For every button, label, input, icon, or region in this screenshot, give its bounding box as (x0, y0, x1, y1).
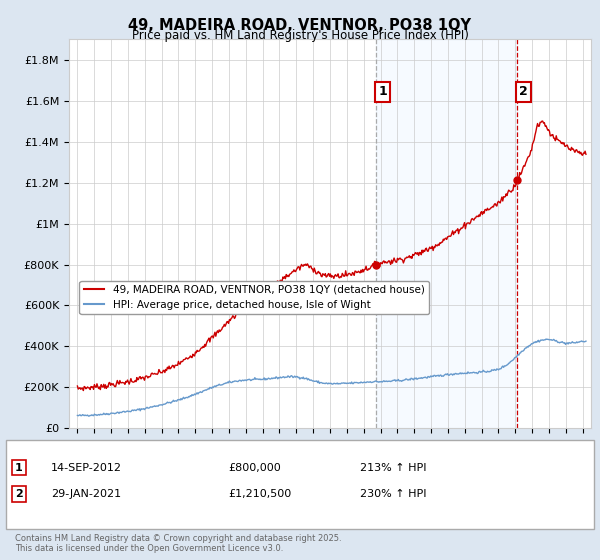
Text: 1: 1 (15, 463, 23, 473)
Text: 14-SEP-2012: 14-SEP-2012 (51, 463, 122, 473)
Text: 49, MADEIRA ROAD, VENTNOR, PO38 1QY: 49, MADEIRA ROAD, VENTNOR, PO38 1QY (128, 18, 472, 33)
Text: £1,210,500: £1,210,500 (228, 489, 291, 499)
Text: 29-JAN-2021: 29-JAN-2021 (51, 489, 121, 499)
Text: Contains HM Land Registry data © Crown copyright and database right 2025.
This d: Contains HM Land Registry data © Crown c… (15, 534, 341, 553)
Text: 230% ↑ HPI: 230% ↑ HPI (360, 489, 427, 499)
Text: 2: 2 (519, 86, 528, 99)
Text: 213% ↑ HPI: 213% ↑ HPI (360, 463, 427, 473)
Text: HPI: Average price, detached house, Isle of Wight: HPI: Average price, detached house, Isle… (52, 469, 310, 479)
Bar (376, 39, 517, 428)
Text: Price paid vs. HM Land Registry's House Price Index (HPI): Price paid vs. HM Land Registry's House … (131, 29, 469, 42)
Text: 2: 2 (15, 489, 23, 499)
Text: £800,000: £800,000 (228, 463, 281, 473)
Legend: 49, MADEIRA ROAD, VENTNOR, PO38 1QY (detached house), HPI: Average price, detach: 49, MADEIRA ROAD, VENTNOR, PO38 1QY (det… (79, 281, 429, 314)
Text: 49, MADEIRA ROAD, VENTNOR, PO38 1QY (detached house): 49, MADEIRA ROAD, VENTNOR, PO38 1QY (det… (52, 450, 364, 460)
Text: 1: 1 (378, 86, 387, 99)
